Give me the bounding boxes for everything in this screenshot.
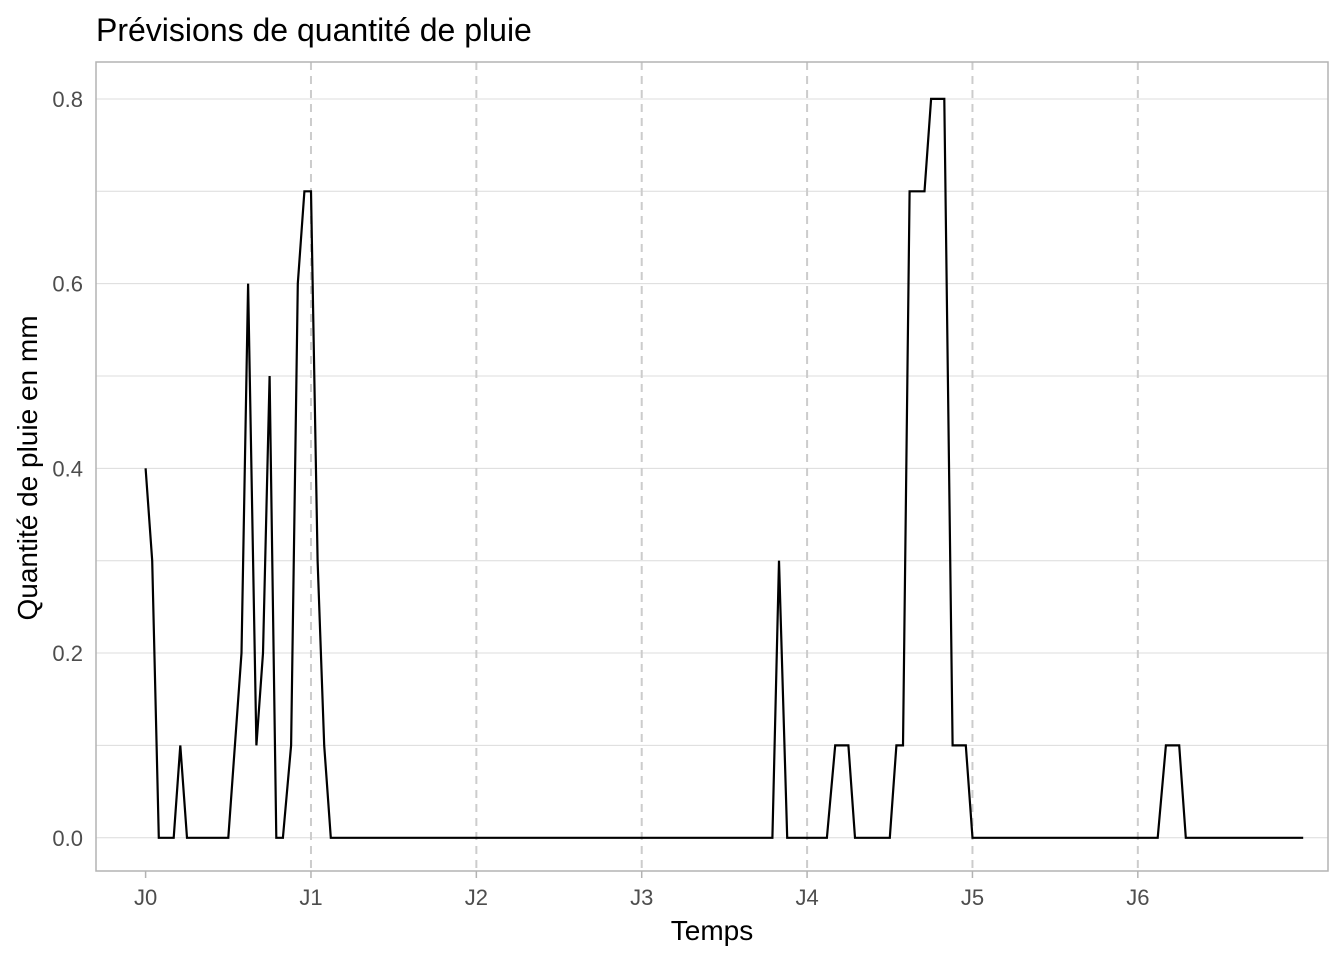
y-axis-title: Quantité de pluie en mm xyxy=(12,315,43,620)
y-tick-label: 0.8 xyxy=(52,87,83,112)
x-tick-label: J6 xyxy=(1126,885,1149,910)
series-layer xyxy=(144,97,1304,839)
y-tick-label: 0.6 xyxy=(52,272,83,297)
tick-layer: J0 J1 J2 J3 J4 J5 J6 0.0 0.2 0.4 0.6 0.8 xyxy=(52,87,1149,910)
x-axis-title: Temps xyxy=(671,915,753,946)
y-tick-label: 0.4 xyxy=(52,456,83,481)
x-tick-label: J0 xyxy=(134,885,157,910)
x-tick-label: J4 xyxy=(795,885,818,910)
grid-layer xyxy=(95,61,1329,872)
x-tick-label: J3 xyxy=(630,885,653,910)
chart-title: Prévisions de quantité de pluie xyxy=(96,12,532,48)
y-tick-label: 0.0 xyxy=(52,826,83,851)
x-tick-label: J5 xyxy=(961,885,984,910)
rain-series-line xyxy=(144,97,1304,839)
y-tick-label: 0.2 xyxy=(52,641,83,666)
x-tick-label: J1 xyxy=(299,885,322,910)
x-tick-label: J2 xyxy=(465,885,488,910)
panel-border xyxy=(95,61,1329,872)
